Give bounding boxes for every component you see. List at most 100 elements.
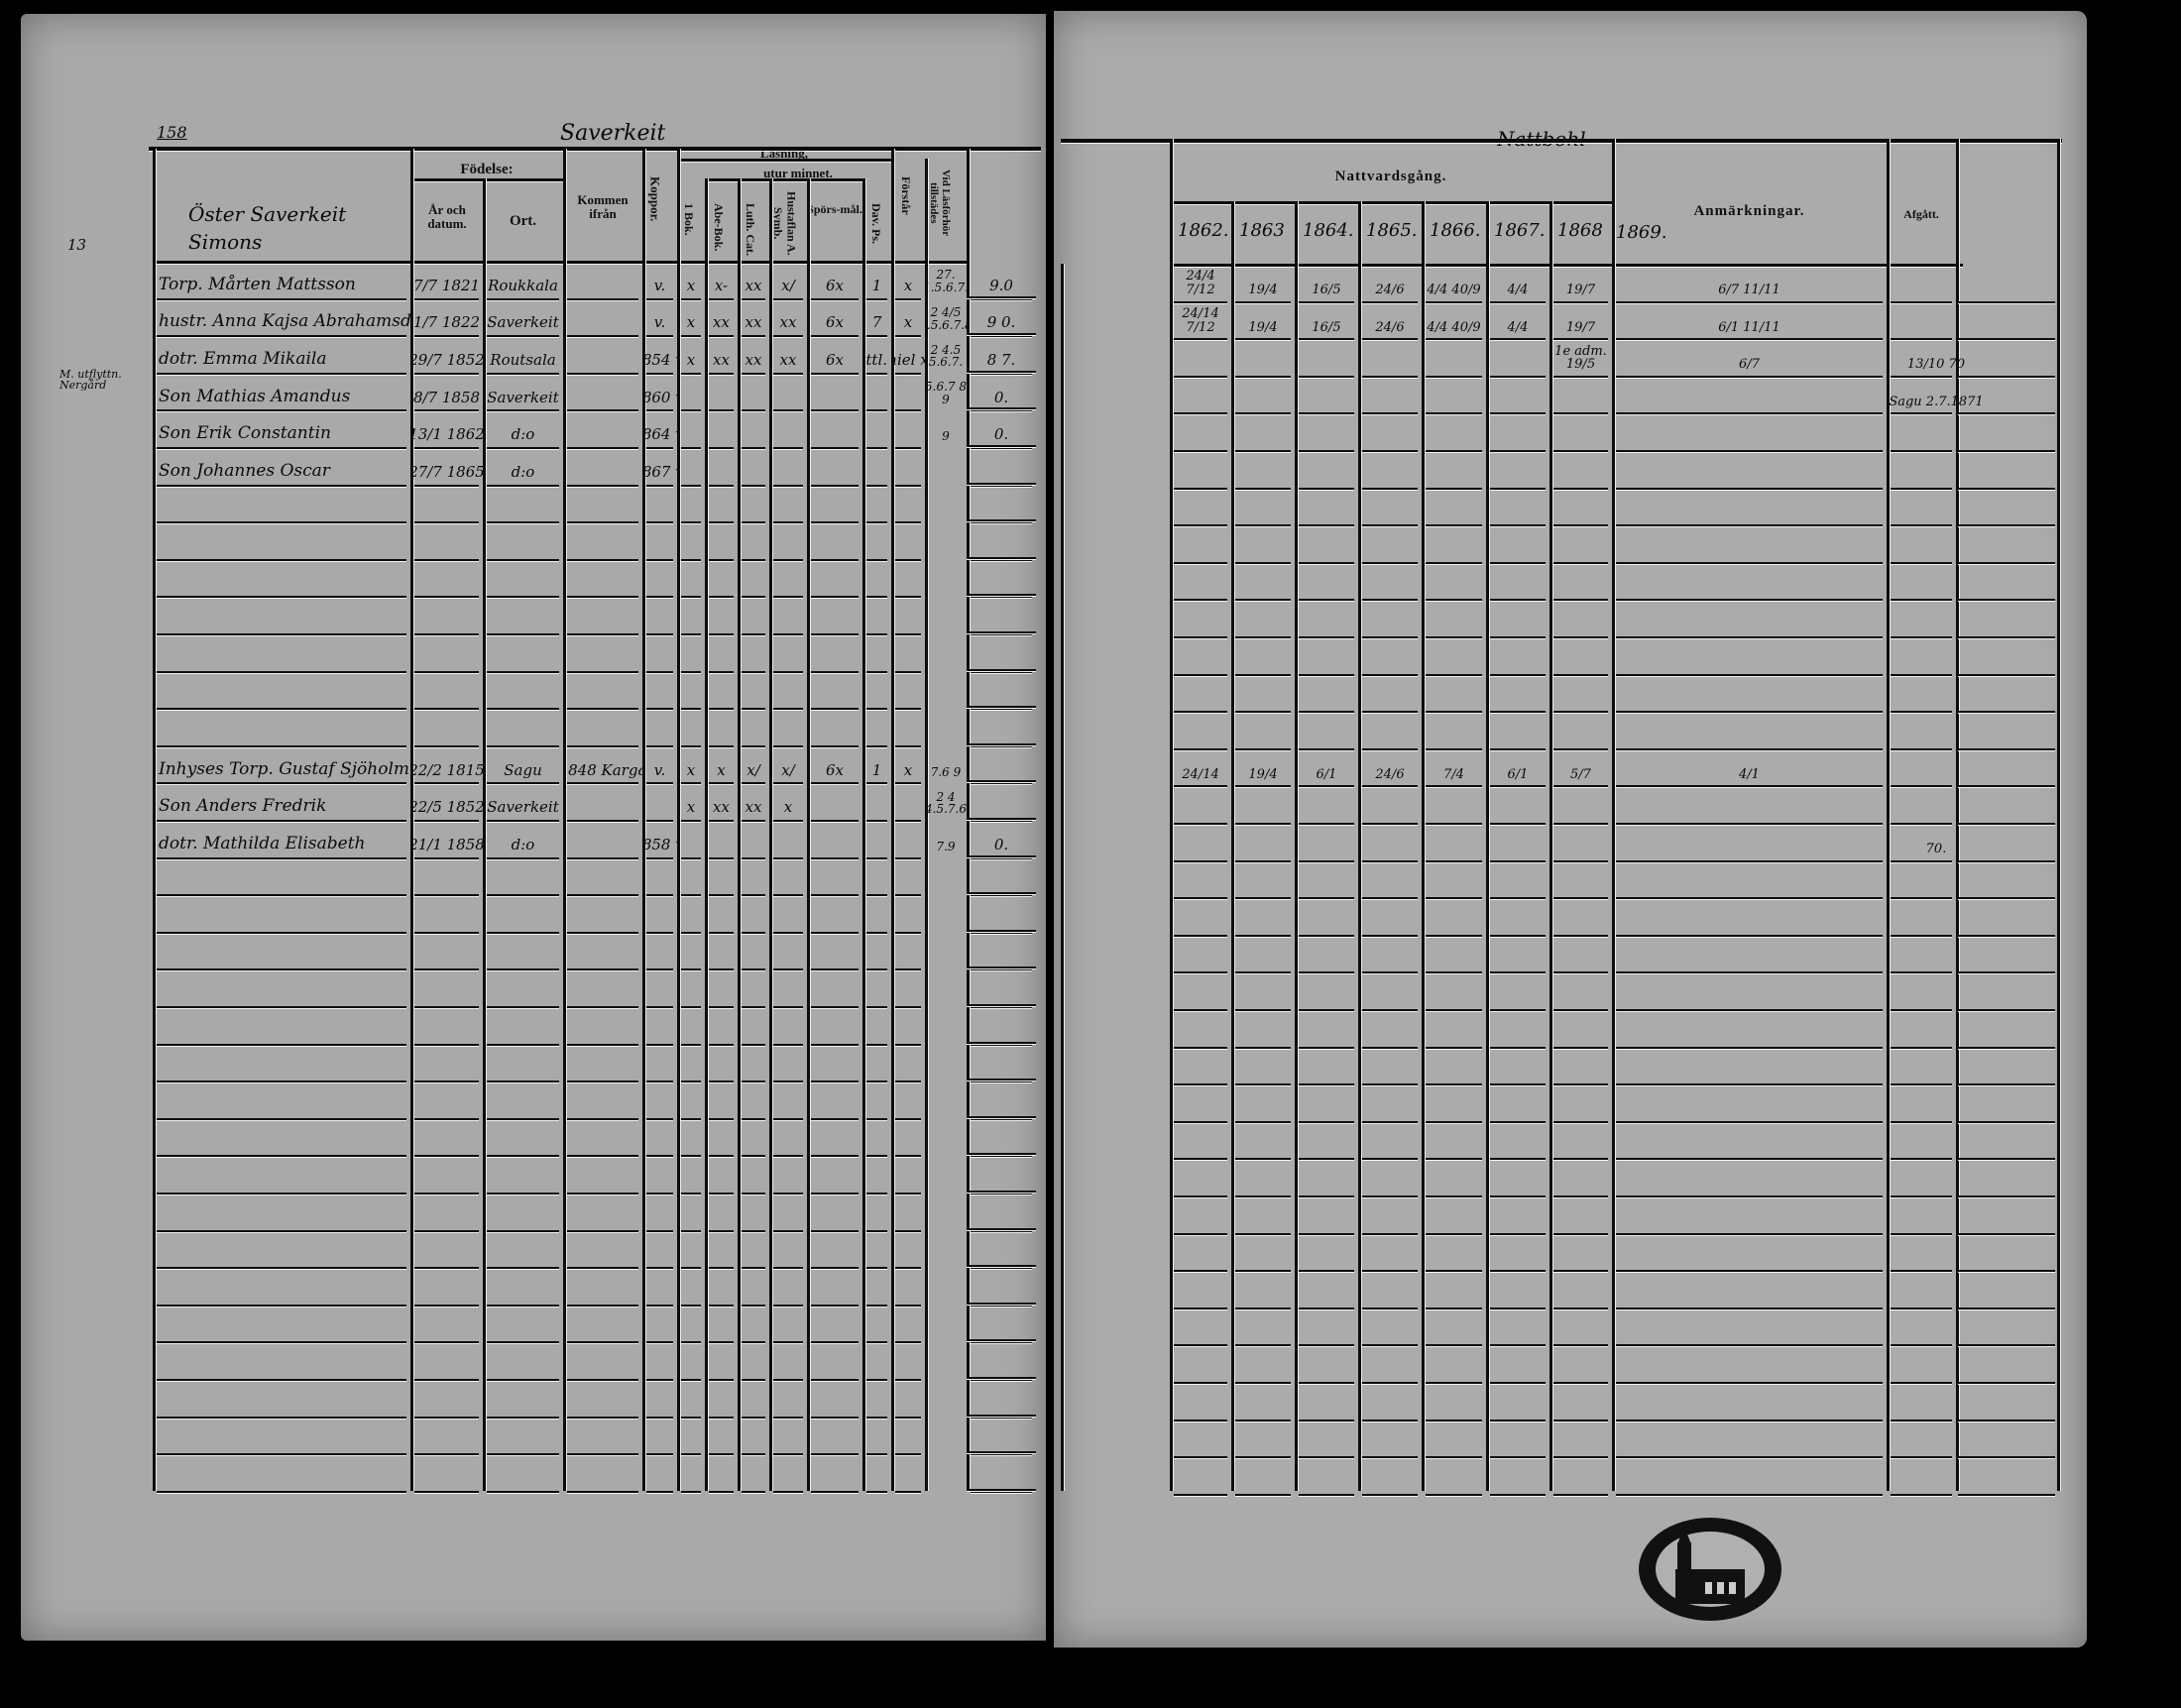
left-row-rule <box>773 633 803 635</box>
right-row-rule <box>1362 934 1418 937</box>
left-row-rule <box>971 1155 1032 1158</box>
right-row-rule <box>1235 934 1291 937</box>
left-row-rule <box>967 1339 1036 1342</box>
left-row-rule <box>567 335 638 338</box>
right-row-rule <box>1490 785 1546 788</box>
left-row-rule <box>709 484 734 487</box>
right-row-rule <box>1616 1270 1883 1273</box>
left-row-rule <box>967 631 1036 633</box>
right-row-rule <box>1616 1344 1883 1347</box>
left-row-rule <box>681 1304 701 1307</box>
right-row-rule <box>1299 375 1354 378</box>
left-row-rule <box>967 780 1036 783</box>
right-row-rule <box>1426 934 1482 937</box>
right-row-rule <box>1891 1009 1952 1011</box>
right-row-rule <box>1426 673 1482 676</box>
communion-cell: 16/5 <box>1312 319 1341 335</box>
right-row-rule <box>1490 412 1546 415</box>
left-cell: v. <box>653 760 666 779</box>
right-row-rule <box>1174 859 1227 862</box>
left-row-rule <box>487 484 559 487</box>
left-row-rule <box>895 1155 921 1158</box>
left-row-rule <box>567 1490 638 1493</box>
left-cell: xx <box>713 798 730 817</box>
right-row-rule <box>1891 1083 1952 1086</box>
left-row-rule <box>773 820 803 822</box>
right-row-rule <box>1235 673 1291 676</box>
right-row-rule <box>1958 1344 2055 1347</box>
left-cell: xx <box>745 313 762 332</box>
right-row-rule <box>1426 599 1482 602</box>
left-row-rule <box>811 1341 859 1344</box>
left-row-rule <box>646 1490 673 1493</box>
right-row-rule <box>1616 561 1883 564</box>
right-row-rule <box>1362 971 1418 974</box>
right-row-rule <box>1174 1419 1227 1422</box>
right-row-rule <box>1174 1196 1227 1197</box>
right-row-rule <box>1891 1158 1952 1161</box>
right-row-rule <box>1362 897 1418 900</box>
left-row-rule <box>414 1379 479 1381</box>
left-row-rule <box>567 633 638 635</box>
left-row-rule <box>681 894 701 897</box>
left-row-rule <box>157 782 406 785</box>
left-row-rule <box>742 1006 765 1008</box>
right-row-rule <box>1426 487 1482 490</box>
right-row-rule <box>1553 934 1608 937</box>
header-ort: Ort. <box>509 213 537 229</box>
left-row-rule <box>157 1453 406 1456</box>
right-row-rule <box>1891 1382 1952 1384</box>
left-row-rule <box>967 1414 1036 1417</box>
left-row-rule <box>157 1304 406 1307</box>
right-row-rule <box>1174 487 1227 490</box>
left-row-rule <box>157 894 406 897</box>
left-cell: 1854 v. <box>642 351 677 370</box>
left-column-line <box>862 178 865 1491</box>
minnet-rule <box>705 178 863 181</box>
left-row-rule <box>971 596 1032 599</box>
right-row-rule <box>1174 1232 1227 1235</box>
left-row-rule <box>157 1043 406 1046</box>
communion-cell: 1e adm. 19/5 <box>1554 343 1607 373</box>
right-row-rule <box>1426 338 1482 341</box>
left-cell: x <box>783 798 793 817</box>
left-cell: x <box>686 798 696 817</box>
right-row-rule <box>1362 785 1418 788</box>
right-row-rule <box>1426 1344 1482 1347</box>
right-row-rule <box>1616 1307 1883 1309</box>
right-row-rule <box>1891 487 1952 490</box>
left-row-rule <box>866 1193 887 1195</box>
right-row-rule <box>1426 971 1482 974</box>
left-cell: 21/1 1858 <box>410 835 483 854</box>
right-row-rule <box>1299 338 1354 341</box>
left-row-rule <box>681 596 701 599</box>
header-luth-cat: Luth. Cat. <box>744 203 758 257</box>
header-nattvardsgang: Nattvardsgång. <box>1334 169 1447 184</box>
left-row-rule <box>681 1341 701 1344</box>
right-row-rule <box>1235 747 1291 750</box>
right-header-bottom-rule <box>1170 264 1963 267</box>
left-row-rule <box>742 708 765 711</box>
left-row-rule <box>971 521 1032 524</box>
left-row-rule <box>487 1193 559 1195</box>
left-row-rule <box>811 335 859 338</box>
right-row-rule <box>1174 1158 1227 1161</box>
communion-cell <box>1170 823 1231 860</box>
right-row-rule <box>1426 450 1482 452</box>
left-cell: x <box>717 760 726 779</box>
communion-cell: 13/10 70 <box>1906 357 1966 373</box>
left-row-rule <box>709 409 734 412</box>
left-row-rule <box>414 1453 479 1456</box>
left-row-rule <box>709 1490 734 1493</box>
right-row-rule <box>1362 1382 1418 1384</box>
left-cell: 22/2 1815 <box>410 760 483 779</box>
right-row-rule <box>1958 934 2055 937</box>
left-row-rule <box>646 335 673 338</box>
person-name: Son Mathias Amandus <box>159 386 351 406</box>
right-row-rule <box>1174 823 1227 825</box>
right-row-rule <box>1299 823 1354 825</box>
left-cell <box>769 447 807 485</box>
left-row-rule <box>681 633 701 635</box>
right-row-rule <box>1553 1046 1608 1049</box>
left-column-line <box>738 178 741 1491</box>
